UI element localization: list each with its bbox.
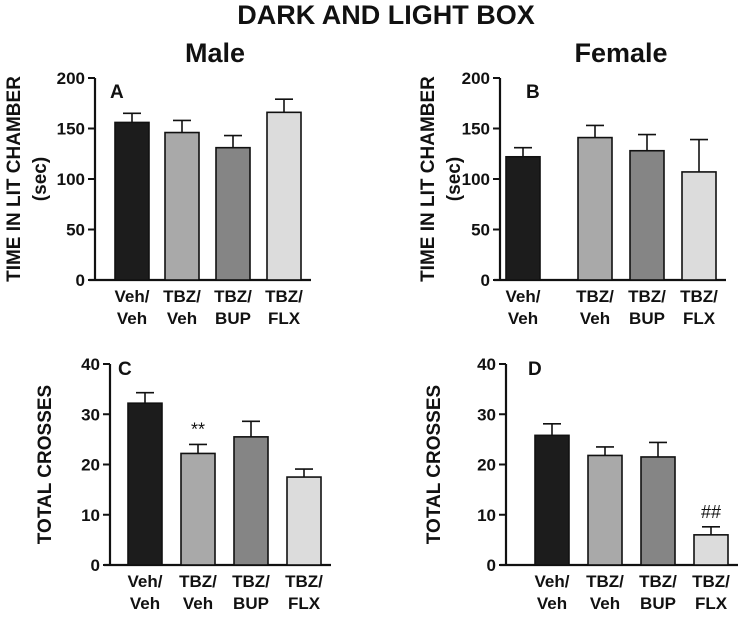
bar [534,434,570,566]
bar [681,171,717,281]
y-axis-label: TIME IN LIT CHAMBER [418,76,439,282]
panel-letter: B [526,82,540,103]
significance-marker: ## [701,502,721,522]
category-label: TBZ/ [628,287,666,306]
panel-letter: A [110,82,124,103]
category-label: Veh/ [115,287,150,306]
y-tick-label: 200 [462,69,490,88]
bar [629,149,665,281]
category-label: TBZ/ [639,572,677,591]
category-label: TBZ/ [232,572,270,591]
bar [577,136,613,281]
y-tick-label: 200 [57,69,85,88]
category-label: BUP [215,309,251,328]
y-axis-label: (sec) [444,157,465,201]
category-label: Veh [590,594,620,613]
bar [164,131,200,281]
panel-letter: C [118,359,132,380]
y-tick-label: 50 [471,221,490,240]
column-title-male: Male [185,38,245,68]
bar [233,436,269,566]
bar [693,534,729,566]
category-label: BUP [640,594,676,613]
bar [127,402,163,566]
column-title-female: Female [574,38,667,68]
y-tick-label: 0 [76,271,85,290]
category-label: TBZ/ [576,287,614,306]
y-tick-label: 40 [477,355,496,374]
y-tick-label: 50 [66,221,85,240]
category-label: Veh/ [128,572,163,591]
y-tick-label: 10 [81,506,100,525]
y-axis-label: TOTAL CROSSES [424,385,445,544]
category-label: TBZ/ [179,572,217,591]
bar [286,476,322,566]
y-tick-label: 0 [487,556,496,575]
y-tick-label: 40 [81,355,100,374]
category-label: TBZ/ [692,572,730,591]
category-label: TBZ/ [265,287,303,306]
y-tick-label: 10 [477,506,496,525]
y-tick-label: 100 [57,170,85,189]
y-tick-label: 20 [477,456,496,475]
bar [587,454,623,566]
panel-letter: D [528,359,542,380]
category-label: Veh [508,309,538,328]
category-label: FLX [695,594,728,613]
bar [505,155,541,281]
panel-c-crosses-male: C 0 10 20 30 40 TOTAL CROSSES Veh/Veh ** TBZ/Veh T… [35,355,331,613]
y-tick-label: 0 [91,556,100,575]
figure-title: DARK AND LIGHT BOX [237,0,535,30]
y-axis-label: (sec) [30,157,51,201]
y-axis-label: TOTAL CROSSES [35,385,56,544]
category-label: BUP [233,594,269,613]
category-label: TBZ/ [680,287,718,306]
category-label: FLX [288,594,321,613]
y-tick-label: 0 [481,271,490,290]
category-label: TBZ/ [163,287,201,306]
bar [266,111,302,281]
panel-a-time-lit-male: A 0 50 100 150 200 TIME IN LIT CHAMBER (sec) Veh… [4,69,311,328]
category-label: FLX [268,309,301,328]
y-tick-label: 150 [57,120,85,139]
category-label: Veh [117,309,147,328]
category-label: Veh [537,594,567,613]
bar [215,146,251,281]
significance-marker: ** [191,419,205,439]
category-label: Veh [167,309,197,328]
bar [180,452,216,566]
y-tick-label: 100 [462,170,490,189]
category-label: FLX [683,309,716,328]
y-tick-label: 30 [477,405,496,424]
panel-b-time-lit-female: B 0 50 100 150 200 TIME IN LIT CHAMBER (sec) Veh… [418,69,726,328]
category-label: TBZ/ [586,572,624,591]
panel-d-crosses-female: D 0 10 20 30 40 TOTAL CROSSES Veh/Veh TBZ/Veh TBZ… [424,355,738,613]
y-tick-label: 150 [462,120,490,139]
category-label: Veh [183,594,213,613]
bar [114,121,150,281]
category-label: Veh [130,594,160,613]
category-label: Veh/ [506,287,541,306]
category-label: TBZ/ [285,572,323,591]
y-tick-label: 30 [81,405,100,424]
bar [640,456,676,566]
category-label: TBZ/ [214,287,252,306]
category-label: Veh [580,309,610,328]
category-label: BUP [629,309,665,328]
y-tick-label: 20 [81,456,100,475]
y-axis-label: TIME IN LIT CHAMBER [4,76,25,282]
category-label: Veh/ [535,572,570,591]
